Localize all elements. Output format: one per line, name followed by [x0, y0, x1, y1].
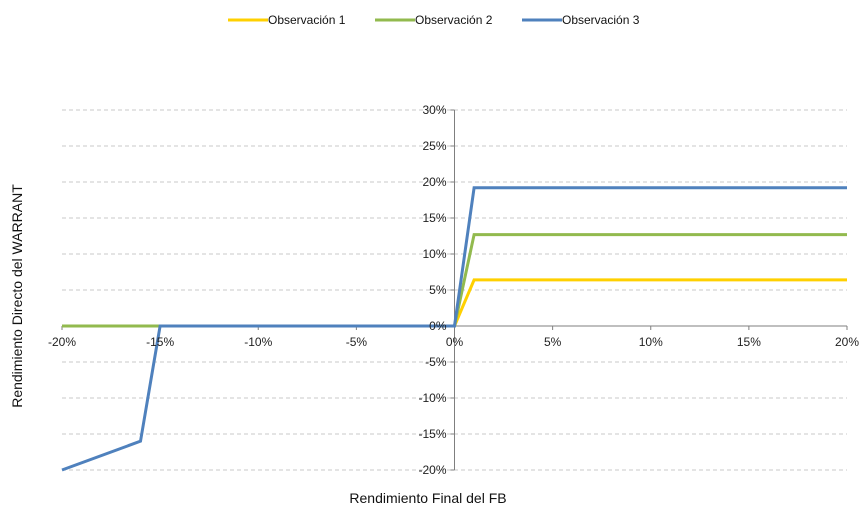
y-tick-label: 5% — [429, 283, 447, 297]
x-tick-label: 20% — [835, 335, 859, 349]
y-tick-label: 20% — [422, 175, 446, 189]
x-tick-labels: -20% -15% -10% -5% 0% 5% 10% 15% 20% — [48, 335, 859, 349]
series-line-3 — [61, 186, 847, 472]
x-tick-label: 0% — [446, 335, 464, 349]
y-tick-label: 15% — [422, 211, 446, 225]
x-tick-label: -20% — [48, 335, 76, 349]
y-tick-labels: -20% -15% -10% -5% 0% 5% 10% 15% 20% 25% 30% — [418, 103, 446, 477]
y-tick-label: -15% — [418, 427, 446, 441]
legend-label-3: Observación 3 — [562, 13, 640, 27]
y-tick-label: -10% — [418, 391, 446, 405]
x-tick-label: 5% — [544, 335, 562, 349]
x-tick-label: -5% — [346, 335, 368, 349]
x-tick-label: -10% — [244, 335, 272, 349]
y-tick-label: 30% — [422, 103, 446, 117]
y-tick-label: -5% — [425, 355, 447, 369]
y-axis-title: Rendimiento Directo del WARRANT — [9, 184, 25, 408]
y-tick-label: 0% — [429, 319, 447, 333]
legend-label-2: Observación 2 — [415, 13, 493, 27]
x-tick-label: -15% — [146, 335, 174, 349]
series-lines — [61, 186, 847, 472]
y-tick-label: 25% — [422, 139, 446, 153]
y-tick-label: 10% — [422, 247, 446, 261]
legend-label-1: Observación 1 — [268, 13, 346, 27]
x-tick-label: 10% — [639, 335, 663, 349]
legend: Observación 1 Observación 2 Observación 3 — [228, 13, 640, 27]
y-tick-label: -20% — [418, 463, 446, 477]
x-axis-title: Rendimiento Final del FB — [349, 490, 506, 506]
x-tick-label: 15% — [737, 335, 761, 349]
